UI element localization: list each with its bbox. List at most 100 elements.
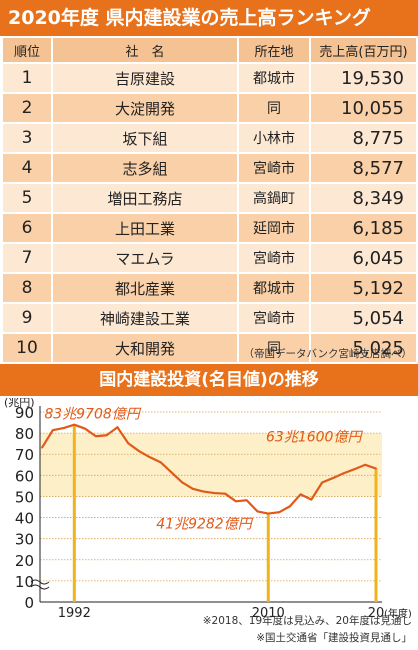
y-tick-label: 50 <box>15 488 34 506</box>
chart-title: 国内建設投資(名目値)の推移 <box>0 364 418 396</box>
header-location: 所在地 <box>239 38 309 62</box>
sales-cell: 8,775 <box>311 124 416 152</box>
data-point <box>278 511 280 514</box>
location-cell: 都城市 <box>239 64 309 92</box>
location-cell: 同 <box>239 334 309 362</box>
ranking-row: 6 上田工業 延岡市 6,185 <box>3 214 416 242</box>
chart-band <box>40 433 382 497</box>
y-tick-label: 10 <box>15 573 34 591</box>
rank-cell: 3 <box>3 124 51 152</box>
data-point <box>321 481 324 484</box>
data-point <box>73 423 76 426</box>
data-point <box>332 477 334 479</box>
ranking-table: 順位 社 名 所在地 売上高(百万円) 1 吉原建設 都城市 19,530 2 大淀開発同… <box>3 38 416 364</box>
header-company: 社 名 <box>53 38 237 62</box>
y-tick-label: 40 <box>15 510 34 528</box>
data-point <box>170 471 173 474</box>
company-cell: 神崎建設工業 <box>53 304 237 332</box>
location-cell: 都城市 <box>239 274 309 302</box>
ranking-row: 7 マエムラ 宮崎市 6,045 <box>3 244 416 272</box>
data-point <box>245 499 248 502</box>
data-point <box>127 442 130 445</box>
data-point <box>224 492 227 495</box>
company-cell: マエムラ <box>53 244 237 272</box>
data-point <box>202 490 205 493</box>
x-tick-label: 1992 <box>58 606 91 618</box>
location-cell: 小林市 <box>239 124 309 152</box>
series-line <box>41 423 377 515</box>
data-point <box>213 492 216 494</box>
rank-cell: 10 <box>3 334 51 362</box>
sales-cell: 5,054 <box>311 304 416 332</box>
rank-cell: 5 <box>3 184 51 212</box>
ranking-row: 3 坂下組 小林市 8,775 <box>3 124 416 152</box>
rank-cell: 2 <box>3 94 51 122</box>
sales-cell: 6,045 <box>311 244 416 272</box>
company-cell: 増田工務店 <box>53 184 237 212</box>
y-axis-unit: (兆円) <box>4 398 35 409</box>
location-cell: 宮崎市 <box>239 244 309 272</box>
data-point <box>342 472 345 475</box>
data-point <box>256 510 259 513</box>
data-point <box>288 505 291 508</box>
page-title: 2020年度 県内建設業の売上高ランキング <box>0 0 418 36</box>
y-tick-label: 90 <box>15 404 34 422</box>
y-tick-label: 70 <box>15 446 34 464</box>
company-cell: 上田工業 <box>53 214 237 242</box>
location-cell: 宮崎市 <box>239 304 309 332</box>
annotation-label: 83兆9708億円 <box>44 407 141 423</box>
ranking-header-row: 順位 社 名 所在地 売上高(百万円) <box>3 38 416 62</box>
data-point <box>267 512 270 515</box>
data-point <box>62 427 65 429</box>
company-cell: 坂下組 <box>53 124 237 152</box>
sales-cell: 5,192 <box>311 274 416 302</box>
location-cell: 延岡市 <box>239 214 309 242</box>
data-point <box>299 493 302 496</box>
data-point <box>41 446 43 449</box>
rank-cell: 8 <box>3 274 51 302</box>
sales-cell: 8,349 <box>311 184 416 212</box>
axis-break-icon <box>30 579 50 590</box>
company-cell: 大和開発 <box>53 334 237 362</box>
annotation-label: 63兆1600億円 <box>266 430 363 446</box>
y-tick-label: 60 <box>15 467 34 485</box>
data-point <box>51 429 54 432</box>
data-point <box>375 467 377 470</box>
y-tick-label: 30 <box>15 531 34 549</box>
annotation-bar <box>72 424 76 602</box>
y-tick-label: 80 <box>15 425 34 443</box>
annotation-bar <box>374 468 378 602</box>
data-point <box>94 435 97 438</box>
header-rank: 順位 <box>3 38 51 62</box>
data-point <box>138 450 140 452</box>
data-point <box>159 461 162 464</box>
location-cell: 高鍋町 <box>239 184 309 212</box>
sales-cell: 10,055 <box>311 94 416 122</box>
data-point <box>181 481 183 484</box>
location-cell: 同 <box>239 94 309 122</box>
data-point <box>84 427 86 430</box>
chart-note-source: ※国土交通省「建設投資見通し」 <box>256 632 412 644</box>
x-axis-unit: (年度) <box>384 607 412 618</box>
ranking-row: 2 大淀開発同 10,055 <box>3 94 416 122</box>
data-point <box>310 498 313 501</box>
company-cell: 吉原建設 <box>53 64 237 92</box>
ranking-row: 9 神崎建設工業 宮崎市 5,054 <box>3 304 416 332</box>
ranking-row: 8 都北産業 都城市 5,192 <box>3 274 416 302</box>
ranking-source: （帝国データバンク宮崎支店調べ） <box>243 348 412 360</box>
data-point <box>235 500 237 503</box>
rank-cell: 6 <box>3 214 51 242</box>
ranking-row: 5 増田工務店 高鍋町 8,349 <box>3 184 416 212</box>
company-cell: 大淀開発 <box>53 94 237 122</box>
data-point <box>148 456 151 459</box>
annotation-label: 41兆9282億円 <box>156 517 253 533</box>
rank-cell: 7 <box>3 244 51 272</box>
company-cell: 志多組 <box>53 154 237 182</box>
sales-cell: 6,185 <box>311 214 416 242</box>
x-tick-label: 20 <box>368 606 385 618</box>
annotation-bar <box>266 513 270 602</box>
y-tick-label: 0 <box>24 594 34 612</box>
data-point <box>353 468 356 471</box>
data-point <box>191 487 194 490</box>
